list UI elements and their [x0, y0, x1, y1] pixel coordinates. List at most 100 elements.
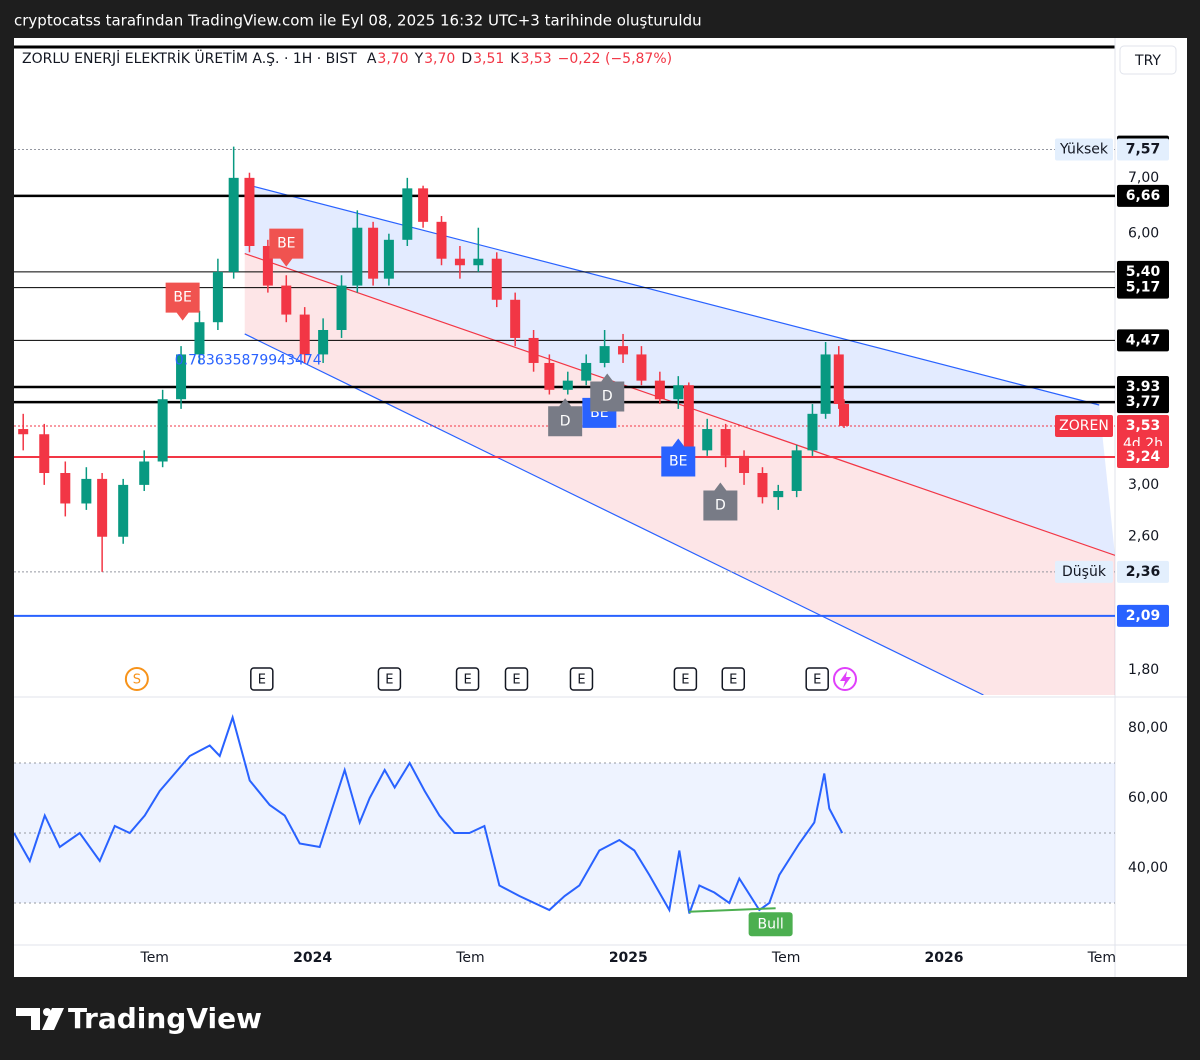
- price-label: 3,93: [1126, 379, 1161, 395]
- price-label: 6,66: [1126, 188, 1161, 204]
- candle-body: [402, 188, 413, 240]
- price-label-box: [1117, 276, 1169, 299]
- signal-text: BE: [669, 453, 687, 469]
- channel-upper-fill: [244, 184, 1115, 556]
- y-tick-label: 3,00: [1128, 477, 1159, 493]
- signal-text: D: [602, 388, 613, 404]
- price-label: 2,36: [1126, 564, 1161, 580]
- logo: [16, 1008, 64, 1030]
- candle-body: [81, 478, 92, 504]
- rsi-line: [14, 714, 844, 914]
- divergence-label: Bull: [757, 916, 783, 932]
- event-label: E: [681, 673, 689, 688]
- channel-line: [244, 333, 984, 695]
- price-label: 4,47: [1126, 332, 1161, 348]
- price-label-box: [1117, 329, 1169, 352]
- channel-line: [244, 183, 1100, 406]
- price-label-box: [1117, 446, 1169, 469]
- y-tick-label: 2,60: [1128, 529, 1159, 545]
- signal-marker: [703, 482, 738, 521]
- candle-body: [39, 434, 50, 474]
- price-label-box: [1117, 138, 1169, 161]
- signal-marker: [269, 228, 304, 267]
- price-label: 5,40: [1126, 264, 1161, 280]
- candle-body: [228, 177, 239, 272]
- candle-body: [833, 354, 844, 405]
- currency-button[interactable]: [1119, 45, 1177, 75]
- signal-text: D: [560, 413, 571, 429]
- logo-mark: [42, 1008, 64, 1030]
- x-tick-label: Tem: [1087, 950, 1116, 966]
- candle-body: [720, 429, 731, 456]
- candle-body: [510, 299, 521, 338]
- y-tick-label: 7,00: [1128, 170, 1159, 186]
- price-label: 7,57: [1126, 141, 1161, 157]
- candle-body: [757, 473, 768, 498]
- channel-line: [244, 253, 1115, 556]
- candle-body: [118, 484, 129, 537]
- legend-text: K: [510, 51, 520, 67]
- legend-text: ZORLU ENERJİ ELEKTRİK ÜRETİM A.Ş. · 1H ·…: [22, 49, 357, 67]
- candle-body: [244, 177, 255, 246]
- x-tick-label: Tem: [771, 950, 800, 966]
- signal-marker: [661, 438, 696, 477]
- event-badge[interactable]: [455, 667, 480, 691]
- candle-body: [383, 239, 394, 279]
- event-badge[interactable]: [124, 667, 149, 691]
- candle-body: [368, 227, 379, 279]
- candle-body: [807, 413, 818, 451]
- candle-body: [336, 285, 347, 330]
- x-tick-label: 2025: [609, 950, 648, 966]
- price-label: 2,09: [1126, 608, 1161, 624]
- event-label: S: [133, 673, 141, 688]
- candle-body: [97, 478, 108, 537]
- candle-body: [436, 221, 447, 259]
- event-label: E: [729, 673, 737, 688]
- level-name: ZOREN: [1059, 418, 1109, 434]
- event-badge[interactable]: [504, 667, 529, 691]
- level-name-box: [1055, 138, 1113, 161]
- candle-body: [702, 429, 713, 451]
- currency[interactable]: TRY: [1134, 53, 1161, 69]
- candle-body: [636, 354, 647, 381]
- x-tick-label: 2026: [925, 950, 964, 966]
- candle-body: [739, 455, 750, 474]
- legend-text: 3,70: [424, 51, 455, 67]
- event-badge[interactable]: [569, 667, 594, 691]
- candle-body: [473, 258, 484, 266]
- overlays: 7,637,57Yüksek6,665,405,174,473,933,773,…: [124, 135, 1169, 937]
- rsi-tick-label: 60,00: [1128, 790, 1168, 806]
- legend-text: 3,53: [520, 51, 551, 67]
- logo-mark: [16, 1008, 40, 1030]
- legend-text: D: [461, 51, 472, 67]
- event-label: E: [258, 673, 266, 688]
- price-label-box: [1117, 604, 1169, 627]
- annotation: 0.783635879943474: [175, 352, 322, 368]
- candle-body: [791, 450, 802, 491]
- signal-text: D: [715, 497, 726, 513]
- candle-body: [654, 380, 665, 400]
- candle-body: [820, 354, 831, 414]
- divergence-line: [688, 907, 776, 913]
- event-badge[interactable]: [721, 667, 746, 691]
- candle-body: [60, 473, 71, 504]
- candle-body: [194, 322, 205, 355]
- event-badge[interactable]: [250, 667, 274, 691]
- signal-text: BE: [173, 290, 191, 306]
- symbol-legend: ZORLU ENERJİ ELEKTRİK ÜRETİM A.Ş. · 1H ·…: [22, 49, 672, 67]
- price-label-box: [1117, 184, 1169, 207]
- candle-body: [773, 490, 784, 498]
- legend-text: −0,22 (−5,87%): [558, 51, 672, 67]
- candle-body: [683, 385, 694, 451]
- candle-body: [454, 258, 465, 266]
- candle-body: [281, 285, 292, 315]
- event-badge[interactable]: [805, 667, 829, 691]
- event-badge[interactable]: [673, 667, 698, 691]
- price-label-box: [1117, 391, 1169, 414]
- candle-body: [562, 380, 573, 390]
- candle-body: [139, 461, 150, 485]
- event-label: E: [463, 673, 471, 688]
- candle-body: [318, 329, 329, 355]
- event-badge[interactable]: [377, 667, 402, 691]
